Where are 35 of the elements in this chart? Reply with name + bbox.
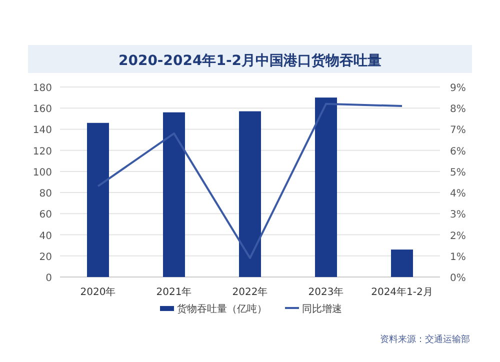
bar xyxy=(315,98,337,277)
bar xyxy=(391,250,413,277)
bar xyxy=(87,122,109,277)
bar xyxy=(239,111,261,277)
y-tick-label: 20 xyxy=(39,252,52,263)
line-series xyxy=(97,102,403,259)
y2-tick-label: 4% xyxy=(450,188,466,200)
y2-tick-label: 5% xyxy=(450,167,466,178)
text: 资料来源：交通运输部 xyxy=(380,334,470,345)
y2-tick-label: 6% xyxy=(450,146,466,158)
y2-tick-label: 3% xyxy=(450,210,466,221)
y-tick-label: 160 xyxy=(32,104,52,116)
x-tick-label: 2024年1-2月 xyxy=(371,286,433,298)
y2-tick-label: 8% xyxy=(450,104,466,116)
legend-label: 同比增速 xyxy=(302,303,342,315)
y-tick-label: 0 xyxy=(46,273,52,284)
chart-title: 2020-2024年1-2月中国港口货物吞吐量 xyxy=(118,53,382,69)
x-tick-label: 2020年 xyxy=(80,286,116,298)
y2-tick-label: 7% xyxy=(450,125,466,136)
y-tick-label: 100 xyxy=(32,167,52,178)
y2-tick-label: 2% xyxy=(450,230,466,242)
x-tick-label: 2023年 xyxy=(308,286,344,298)
y2-tick-label: 0% xyxy=(450,273,466,284)
y-tick-label: 140 xyxy=(32,125,52,136)
y-tick-label: 40 xyxy=(39,230,52,242)
y2-tick-label: 1% xyxy=(450,252,466,263)
x-tick-label: 2021年 xyxy=(156,286,192,298)
y-tick-label: 60 xyxy=(39,210,52,221)
y-tick-label: 180 xyxy=(32,83,52,94)
y-tick-label: 120 xyxy=(32,146,52,158)
x-tick-label: 2022年 xyxy=(232,286,268,298)
y2-tick-label: 9% xyxy=(450,83,466,94)
legend-label: 货物吞吐量（亿吨） xyxy=(177,303,267,315)
bar xyxy=(163,112,185,277)
y-tick-label: 80 xyxy=(39,188,52,200)
